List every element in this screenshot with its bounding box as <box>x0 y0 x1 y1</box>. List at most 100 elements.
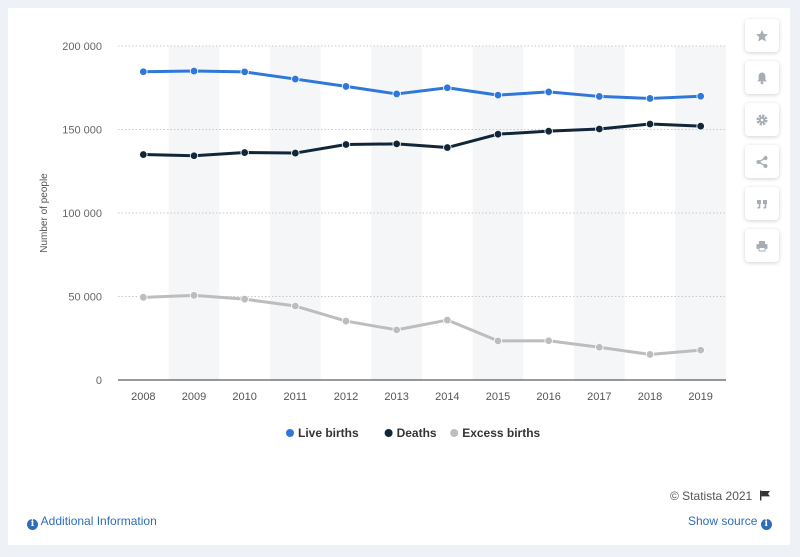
series-line <box>143 122 701 158</box>
favorite-button[interactable] <box>745 19 779 52</box>
data-point <box>544 87 553 97</box>
column-band <box>371 46 422 380</box>
data-point <box>139 150 148 159</box>
x-tick-label: 2008 <box>131 391 155 403</box>
data-point <box>493 90 503 100</box>
data-point <box>139 67 148 76</box>
y-tick-label: 150 000 <box>62 125 102 137</box>
y-tick-label: 100 000 <box>62 208 102 220</box>
settings-button[interactable] <box>745 103 779 136</box>
data-point <box>392 325 401 335</box>
data-point <box>392 139 401 149</box>
x-tick-label: 2018 <box>638 391 662 403</box>
show-source-link[interactable]: Show source i <box>688 514 772 530</box>
data-point <box>493 129 503 139</box>
data-point <box>341 316 351 326</box>
cite-button[interactable] <box>745 187 779 220</box>
legend-item[interactable]: Deaths <box>384 426 437 440</box>
column-band <box>270 46 321 380</box>
x-tick-label: 2019 <box>688 391 712 403</box>
legend-marker <box>450 429 459 437</box>
data-point <box>139 293 148 302</box>
data-point <box>645 94 655 103</box>
data-point <box>544 126 553 136</box>
data-point <box>595 343 604 352</box>
data-point <box>240 294 249 304</box>
y-tick-labels: 0 50 000 100 000 150 000 200 000 <box>62 41 102 387</box>
gear-icon <box>756 114 768 125</box>
chart-card: 0 50 000 100 000 150 000 200 000 2008 2009 201… <box>8 8 790 545</box>
data-point <box>696 345 705 355</box>
series-live-births <box>139 66 705 103</box>
notification-button[interactable] <box>745 61 779 94</box>
statista-credit: © Statista 2021 <box>670 489 771 503</box>
y-axis-label: Number of people <box>39 173 50 253</box>
star-icon <box>756 29 768 41</box>
share-button[interactable] <box>745 145 779 178</box>
x-tick-label: 2015 <box>486 391 510 403</box>
x-tick-label: 2017 <box>587 391 611 403</box>
data-point <box>189 66 199 76</box>
data-point <box>291 74 300 84</box>
gridlines <box>118 45 726 381</box>
x-tick-label: 2016 <box>536 391 560 403</box>
info-icon: i <box>27 519 38 530</box>
data-point <box>443 143 452 152</box>
series-line <box>143 293 701 356</box>
data-point <box>240 67 249 77</box>
x-tick-label: 2014 <box>435 391 459 403</box>
column-band <box>168 46 220 380</box>
legend-label: Deaths <box>397 426 437 440</box>
additional-information-link[interactable]: i Additional Information <box>27 514 157 530</box>
data-point <box>240 148 249 157</box>
flag-icon[interactable] <box>759 490 771 501</box>
x-tick-label: 2011 <box>284 391 308 403</box>
data-point <box>443 315 452 325</box>
series-excess-births <box>139 291 705 359</box>
data-point <box>544 336 553 345</box>
additional-information-label: Additional Information <box>40 514 157 528</box>
y-tick-label: 200 000 <box>62 41 102 53</box>
data-point <box>493 336 503 346</box>
print-button[interactable] <box>745 229 779 262</box>
data-point <box>189 151 199 160</box>
x-tick-label: 2012 <box>334 391 358 403</box>
x-tick-label: 2013 <box>384 391 408 403</box>
legend-item[interactable]: Live births <box>286 426 359 440</box>
series-deaths <box>139 119 705 160</box>
show-source-label: Show source <box>688 514 758 528</box>
series-line <box>143 69 701 100</box>
data-point <box>595 92 604 101</box>
data-point <box>645 350 655 359</box>
data-point <box>341 140 351 149</box>
bell-icon <box>757 72 767 84</box>
info-icon: i <box>760 519 772 530</box>
legend-label: Excess births <box>462 426 540 440</box>
legend: Live births Deaths Excess births <box>286 426 541 440</box>
y-tick-label: 50 000 <box>68 292 102 304</box>
data-point <box>189 291 199 300</box>
quote-icon <box>757 199 767 209</box>
data-point <box>443 83 452 92</box>
x-tick-labels: 2008 2009 2010 2011 2012 2013 2014 2015 2016 2017… <box>131 391 713 403</box>
legend-marker <box>286 429 294 437</box>
x-tick-label: 2009 <box>182 391 206 403</box>
credit-text: © Statista 2021 <box>670 489 753 503</box>
legend-label: Live births <box>298 426 359 440</box>
data-point <box>645 119 655 129</box>
series-lines <box>139 66 705 359</box>
share-icon <box>756 155 768 168</box>
x-tick-label: 2010 <box>232 391 256 403</box>
legend-marker <box>384 429 393 437</box>
data-point <box>291 148 300 158</box>
data-point <box>696 121 705 131</box>
data-point <box>392 89 401 99</box>
y-tick-label: 0 <box>96 375 102 387</box>
data-point <box>341 82 351 91</box>
data-point <box>291 301 300 311</box>
legend-item[interactable]: Excess births <box>450 426 541 440</box>
print-icon <box>756 240 768 251</box>
data-point <box>595 124 604 134</box>
data-point <box>696 92 705 101</box>
line-chart: 0 50 000 100 000 150 000 200 000 2008 2009 201… <box>39 41 726 440</box>
